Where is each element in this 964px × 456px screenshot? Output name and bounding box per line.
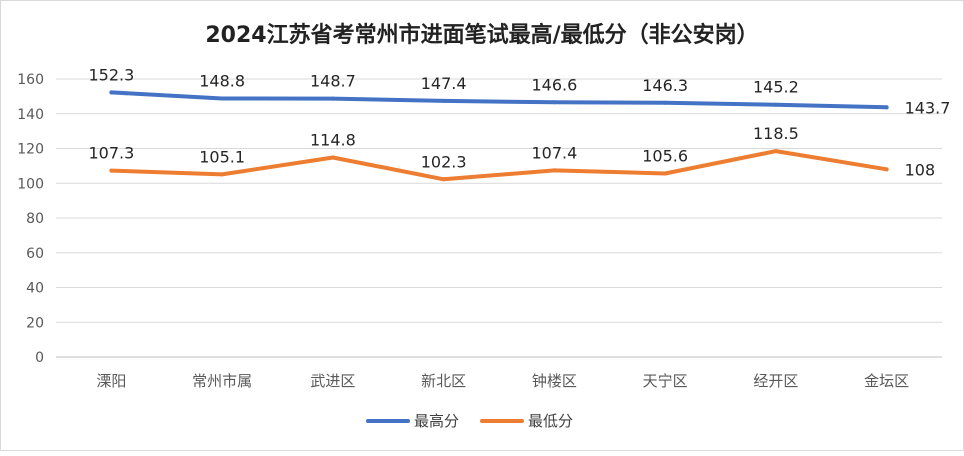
data-label: 105.1 (199, 147, 245, 166)
data-point (330, 96, 335, 101)
series-line-0 (109, 90, 889, 110)
data-point (884, 167, 889, 172)
data-point (109, 168, 114, 173)
data-label: 148.8 (199, 71, 245, 90)
series-lines (109, 90, 889, 182)
data-labels: 152.3 148.8 148.7 147.4 146.6 146.3 145.2 143.7… (88, 65, 950, 179)
data-label: 152.3 (88, 65, 134, 84)
data-point (220, 96, 225, 101)
legend-label: 最高分 (414, 412, 459, 430)
chart-title: 2024江苏省考常州市进面笔试最高/最低分（非公安岗） (205, 22, 758, 48)
data-label: 105.6 (642, 147, 688, 166)
data-label: 118.5 (753, 124, 799, 143)
x-tick-label: 金坛区 (864, 372, 909, 390)
x-tick-label: 溧阳 (96, 372, 126, 390)
gridlines (56, 78, 942, 358)
y-tick-label: 160 (17, 72, 44, 88)
y-tick-label: 0 (35, 350, 44, 366)
data-point (220, 172, 225, 177)
data-point (109, 90, 114, 95)
x-tick-label: 新北区 (421, 372, 466, 390)
y-tick-label: 40 (26, 281, 44, 297)
x-tick-label: 武进区 (310, 372, 355, 390)
data-point (330, 155, 335, 160)
y-tick-label: 60 (26, 246, 44, 262)
y-tick-label: 20 (26, 315, 44, 331)
data-point (552, 100, 557, 105)
data-label: 148.7 (310, 72, 356, 91)
y-tick-label: 100 (17, 176, 44, 192)
data-point (884, 105, 889, 110)
data-point (441, 177, 446, 182)
y-tick-label: 120 (17, 142, 44, 158)
data-label: 107.3 (88, 144, 134, 163)
data-label: 107.4 (531, 143, 577, 162)
x-axis-ticks: 溧阳 常州市属 武进区 新北区 钟楼区 天宁区 经开区 金坛区 (96, 372, 909, 390)
data-label: 114.8 (310, 131, 356, 150)
series-line-1 (109, 149, 889, 182)
data-point (663, 100, 668, 105)
data-label: 143.7 (905, 98, 951, 117)
y-axis-ticks: 0 20 40 60 80 100 120 140 160 (17, 72, 44, 366)
data-label: 146.3 (642, 76, 688, 95)
data-point (441, 98, 446, 103)
x-tick-label: 天宁区 (643, 372, 688, 390)
data-point (773, 102, 778, 107)
x-tick-label: 常州市属 (192, 372, 252, 390)
y-tick-label: 80 (26, 211, 44, 227)
data-label: 108 (905, 160, 936, 179)
data-point (552, 168, 557, 173)
data-label: 146.6 (531, 75, 577, 94)
data-label: 145.2 (753, 78, 799, 97)
y-tick-label: 140 (17, 107, 44, 123)
x-tick-label: 钟楼区 (532, 372, 577, 390)
legend: 最高分 最低分 (366, 412, 573, 430)
legend-label: 最低分 (528, 412, 573, 430)
data-label: 102.3 (421, 152, 467, 171)
data-point (773, 149, 778, 154)
x-tick-label: 经开区 (753, 372, 798, 390)
data-label: 147.4 (421, 74, 467, 93)
data-point (663, 171, 668, 176)
